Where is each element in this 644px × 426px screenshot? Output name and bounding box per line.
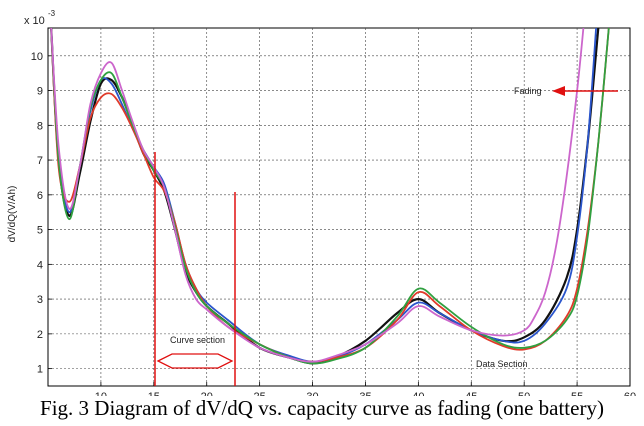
y-tick-label: 8	[37, 120, 43, 132]
y-tick-label: 2	[37, 329, 43, 341]
curve-section-double-arrow	[156, 353, 234, 369]
y-tick-label: 6	[37, 190, 43, 202]
scale-exponent: -3	[48, 9, 56, 18]
plot-background	[47, 27, 631, 387]
series-layer	[50, 28, 610, 365]
x-tick-label: 15	[148, 391, 160, 396]
y-axis-label: dV/dQ(V/Ah)	[7, 186, 18, 243]
x-tick-label: 20	[201, 391, 213, 396]
y-tick-label: 4	[37, 259, 43, 271]
grid	[48, 28, 631, 386]
x-tick-label: 60	[624, 391, 636, 396]
y-tick-label: 3	[37, 294, 43, 306]
tick-labels: 101520253035404550556012345678910	[31, 51, 636, 396]
fading-label: Fading	[514, 86, 542, 96]
x-tick-label: 45	[465, 391, 477, 396]
scale-label: x 10	[24, 15, 45, 27]
y-tick-label: 1	[37, 364, 43, 376]
x-tick-label: 50	[518, 391, 530, 396]
fading-arrow-head	[552, 86, 565, 96]
x-tick-label: 25	[254, 391, 266, 396]
series-line-magenta	[50, 28, 585, 363]
y-tick-label: 5	[37, 225, 43, 237]
y-tick-label: 7	[37, 155, 43, 167]
x-tick-label: 55	[571, 391, 583, 396]
x-tick-label: 40	[412, 391, 424, 396]
x-tick-label: 10	[95, 391, 107, 396]
x-tick-label: 35	[359, 391, 371, 396]
data-section-label: Data Section	[476, 359, 528, 369]
series-line-green	[50, 28, 610, 365]
dvdq-chart: 101520253035404550556012345678910 x 10 -…	[7, 9, 636, 396]
figure-caption: Fig. 3 Diagram of dV/dQ vs. capacity cur…	[40, 396, 604, 420]
y-tick-label: 9	[37, 86, 43, 98]
curve-section-label: Curve section	[170, 335, 225, 345]
y-tick-label: 10	[31, 51, 43, 63]
x-tick-label: 30	[306, 391, 318, 396]
